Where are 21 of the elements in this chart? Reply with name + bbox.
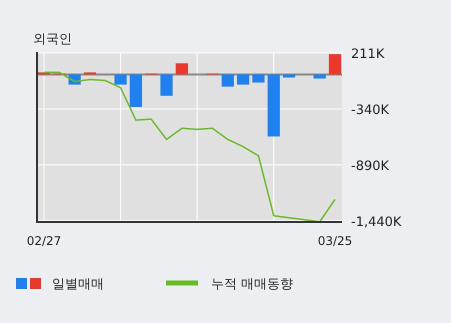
bar xyxy=(328,54,342,74)
y-tick-label: -890K xyxy=(351,158,390,174)
line-series xyxy=(43,72,336,223)
bar xyxy=(282,74,296,78)
x-tick-label: 03/25 xyxy=(318,234,352,248)
bar xyxy=(268,74,280,136)
chart-title: 외국인 xyxy=(33,32,72,47)
y-tick-label: -1,440K xyxy=(351,214,402,230)
bar xyxy=(160,74,173,96)
x-tick-label: 02/27 xyxy=(26,234,62,248)
legend-label: 누적 매매동향 xyxy=(211,277,294,292)
bar xyxy=(114,74,127,85)
bar xyxy=(314,74,326,79)
bar xyxy=(130,74,142,107)
legend-label: 일별매매 xyxy=(52,277,104,292)
y-tick-label: -340K xyxy=(351,102,390,118)
bar xyxy=(222,74,234,87)
y-tick-label: 211K xyxy=(351,47,385,62)
bar xyxy=(236,74,250,85)
bar xyxy=(252,74,265,83)
bar xyxy=(176,63,188,74)
